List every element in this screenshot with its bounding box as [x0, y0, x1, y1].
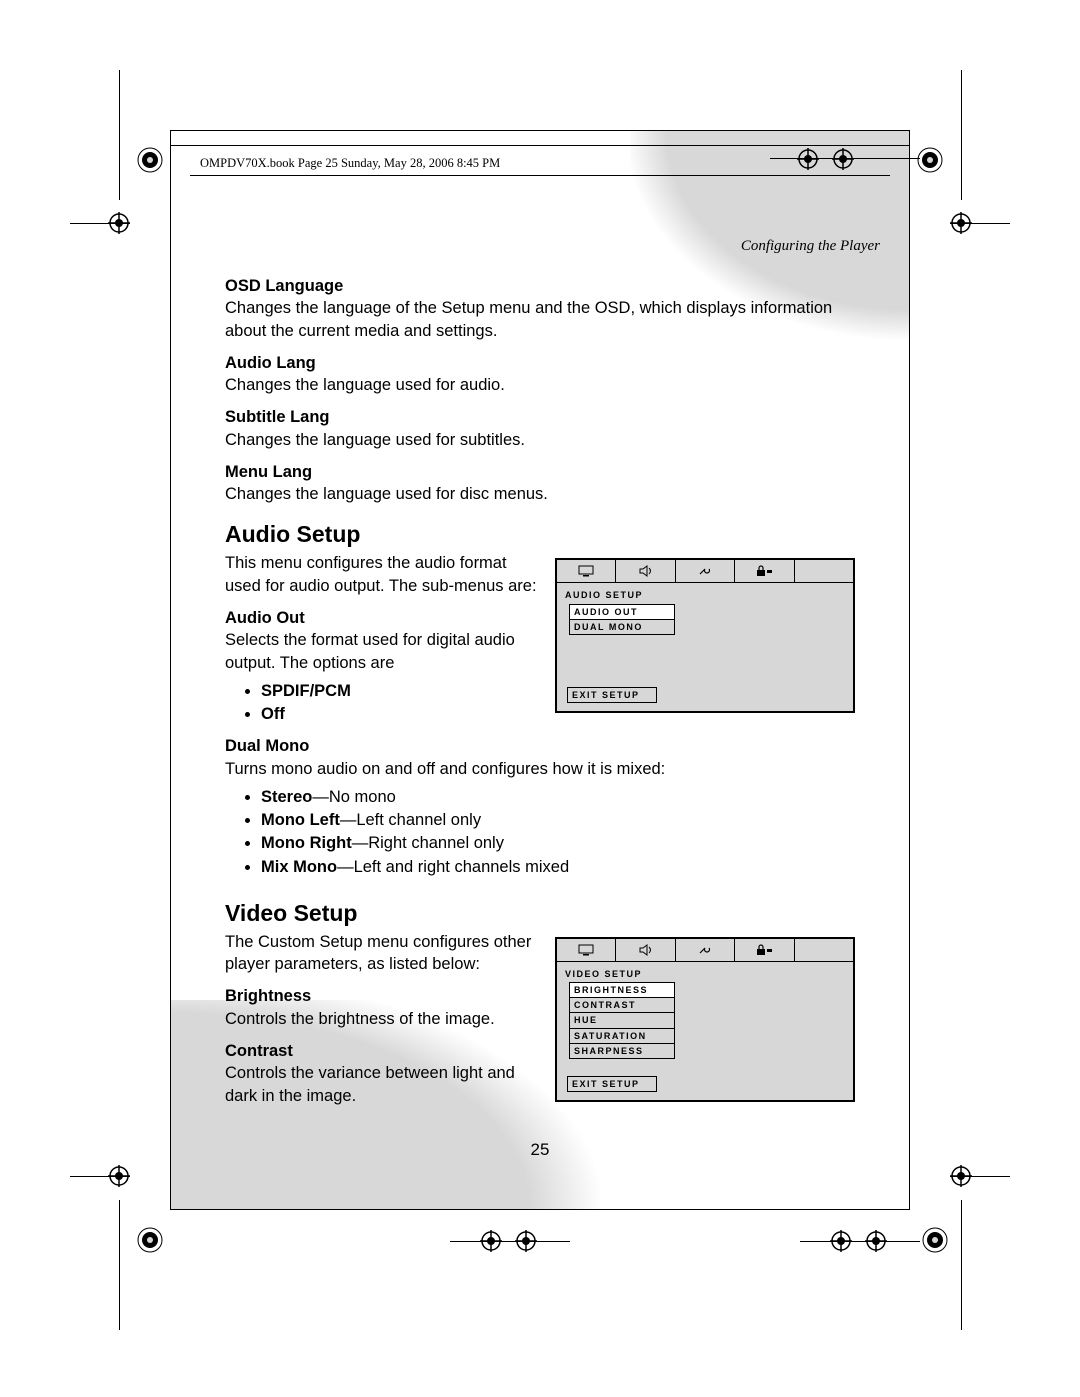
osd-title: VIDEO SETUP: [565, 968, 847, 980]
heading-video-setup: Video Setup: [225, 898, 855, 929]
osd-item: SATURATION: [569, 1028, 675, 1044]
crop-line: [950, 1176, 1010, 1177]
heading-osd-language: OSD Language: [225, 275, 855, 297]
osd-item: SHARPNESS: [569, 1043, 675, 1059]
page-number: 25: [0, 1140, 1080, 1160]
crop-line: [961, 70, 962, 200]
registration-mark-icon: [135, 1225, 165, 1255]
osd-tab-wrench-icon: [676, 939, 735, 961]
registration-mark-icon: [920, 1225, 950, 1255]
crop-line: [770, 158, 920, 159]
osd-tab-blank: [795, 939, 853, 961]
list-item: Mono Left—Left channel only: [261, 809, 855, 831]
osd-title: AUDIO SETUP: [565, 589, 847, 601]
header-rule-inner: [190, 175, 890, 176]
osd-tab-blank: [795, 560, 853, 582]
osd-tab-lock-icon: [735, 560, 794, 582]
crop-line: [950, 223, 1010, 224]
heading-audio-lang: Audio Lang: [225, 352, 855, 374]
osd-exit: EXIT SETUP: [567, 1076, 657, 1092]
crop-line: [119, 70, 120, 200]
osd-tab-monitor-icon: [557, 560, 616, 582]
list-item: Mix Mono—Left and right channels mixed: [261, 856, 855, 878]
crop-line: [70, 1176, 130, 1177]
osd-item: BRIGHTNESS: [569, 982, 675, 998]
body-osd-language: Changes the language of the Setup menu a…: [225, 297, 855, 342]
page-content: OSD Language Changes the language of the…: [225, 265, 855, 1113]
crop-line: [119, 1200, 120, 1330]
body-subtitle-lang: Changes the language used for subtitles.: [225, 429, 855, 451]
list-dual-mono-options: Stereo—No mono Mono Left—Left channel on…: [225, 786, 855, 878]
header-rule: [170, 145, 910, 146]
osd-item: AUDIO OUT: [569, 604, 675, 620]
osd-exit: EXIT SETUP: [567, 687, 657, 703]
print-header: OMPDV70X.book Page 25 Sunday, May 28, 20…: [200, 156, 500, 171]
body-audio-lang: Changes the language used for audio.: [225, 374, 855, 396]
body-menu-lang: Changes the language used for disc menus…: [225, 483, 855, 505]
list-item: Stereo—No mono: [261, 786, 855, 808]
osd-tab-lock-icon: [735, 939, 794, 961]
osd-video-screenshot: VIDEO SETUP BRIGHTNESS CONTRAST HUE SATU…: [555, 937, 855, 1102]
osd-tab-speaker-icon: [616, 560, 675, 582]
registration-mark-icon: [832, 148, 854, 170]
osd-item: HUE: [569, 1012, 675, 1028]
osd-audio-screenshot: AUDIO SETUP AUDIO OUT DUAL MONO EXIT SET…: [555, 558, 855, 713]
running-head: Configuring the Player: [741, 238, 880, 255]
heading-subtitle-lang: Subtitle Lang: [225, 406, 855, 428]
crop-line: [450, 1241, 570, 1242]
osd-tab-speaker-icon: [616, 939, 675, 961]
osd-tabs: [557, 939, 853, 962]
body-dual-mono: Turns mono audio on and off and configur…: [225, 758, 855, 780]
registration-mark-icon: [915, 145, 945, 175]
osd-tabs: [557, 560, 853, 583]
heading-dual-mono: Dual Mono: [225, 735, 855, 757]
registration-mark-icon: [797, 148, 819, 170]
crop-line: [800, 1241, 920, 1242]
registration-mark-icon: [135, 145, 165, 175]
osd-item: CONTRAST: [569, 997, 675, 1013]
osd-tab-monitor-icon: [557, 939, 616, 961]
list-item: Mono Right—Right channel only: [261, 832, 855, 854]
crop-line: [70, 223, 130, 224]
heading-audio-setup: Audio Setup: [225, 519, 855, 550]
crop-line: [961, 1200, 962, 1330]
osd-tab-wrench-icon: [676, 560, 735, 582]
heading-menu-lang: Menu Lang: [225, 461, 855, 483]
osd-item: DUAL MONO: [569, 619, 675, 635]
